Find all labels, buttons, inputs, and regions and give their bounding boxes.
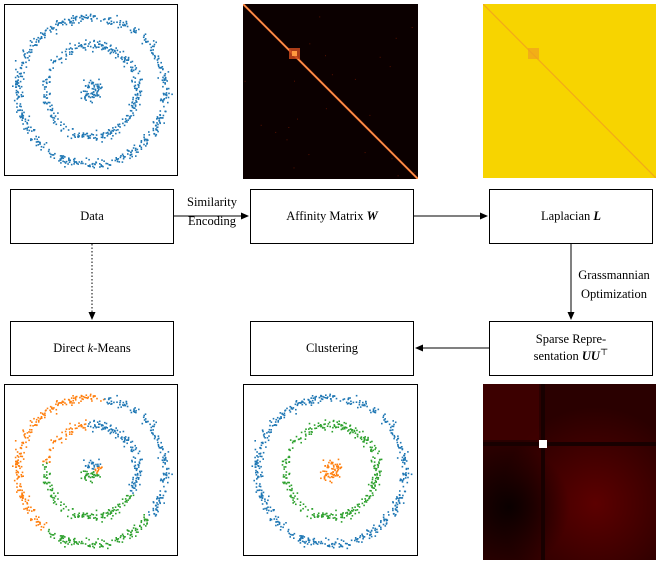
direct-kmeans-label: Direct k-Means: [53, 340, 131, 355]
data-box-label: Data: [80, 208, 104, 223]
laplacian-label: Laplacian L: [540, 208, 602, 223]
affinity-matrix-label: Affinity Matrix W: [286, 208, 378, 223]
laplacian-matrix-image: [483, 4, 656, 178]
affinity-matrix-image: [243, 4, 418, 179]
sparse-representation-image: [483, 384, 656, 560]
data-box: Data: [10, 189, 174, 244]
grassmannian-optimization-label: Grassmannian Optimization: [578, 268, 650, 302]
similarity-encoding-label: Similarity Encoding: [187, 195, 237, 229]
sparse-representation-box: Sparse Repre- sentation UU⊤: [489, 321, 653, 376]
laplacian-box: Laplacian L: [489, 189, 653, 244]
kmeans-scatter-panel: [4, 384, 178, 556]
clustering-box: Clustering: [250, 321, 414, 376]
sparse-representation-label: Sparse Repre- sentation UU⊤: [533, 331, 609, 364]
affinity-matrix-box: Affinity Matrix W: [250, 189, 414, 244]
data-scatter-panel: [4, 4, 178, 176]
clustering-scatter-plot: [251, 393, 413, 550]
clustering-scatter-panel: [243, 384, 418, 556]
data-scatter-plot: [12, 13, 173, 170]
kmeans-scatter-plot: [12, 393, 173, 550]
clustering-label: Clustering: [305, 340, 359, 355]
direct-kmeans-box: Direct k-Means: [10, 321, 174, 376]
